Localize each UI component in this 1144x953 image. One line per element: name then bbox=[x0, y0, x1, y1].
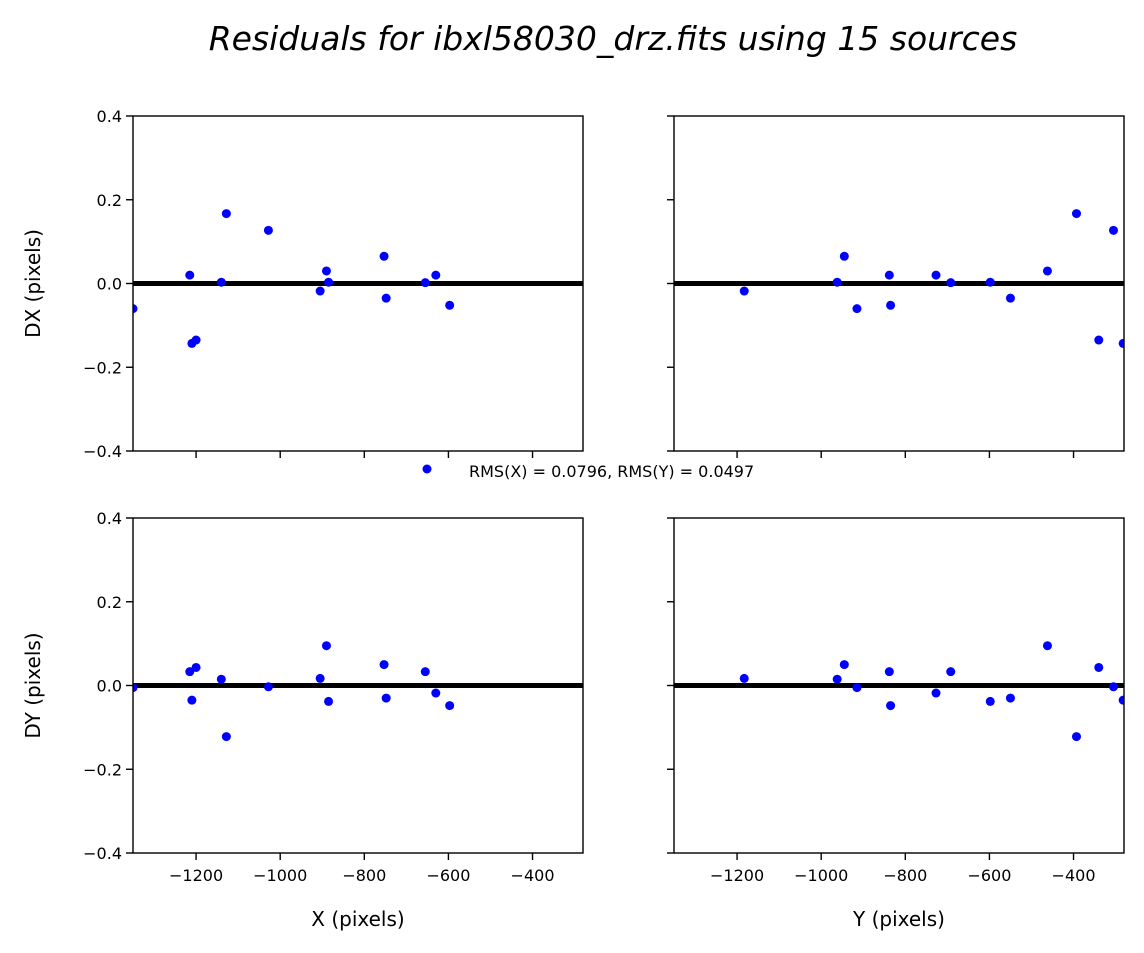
data-point bbox=[839, 251, 849, 261]
data-point bbox=[886, 701, 896, 711]
x-tick-label: −1200 bbox=[710, 866, 764, 885]
data-point bbox=[1005, 293, 1015, 303]
y-tick-label: 0.4 bbox=[97, 509, 122, 528]
x-axis-label: Y (pixels) bbox=[852, 907, 945, 931]
data-points bbox=[133, 641, 455, 742]
data-point bbox=[931, 270, 941, 280]
data-point bbox=[832, 674, 842, 684]
data-point bbox=[379, 251, 389, 261]
data-point bbox=[420, 667, 430, 677]
x-tick-label: −600 bbox=[967, 866, 1011, 885]
data-point bbox=[431, 270, 441, 280]
y-tick-label: 0.2 bbox=[97, 593, 122, 612]
x-tick-label: −400 bbox=[1052, 866, 1096, 885]
chart-title: Residuals for ibxl58030_drz.fits using 1… bbox=[209, 19, 1018, 58]
data-point bbox=[381, 293, 391, 303]
data-point bbox=[133, 683, 138, 693]
data-point bbox=[321, 641, 331, 651]
data-point bbox=[852, 304, 862, 314]
data-point bbox=[1094, 662, 1104, 672]
data-point bbox=[832, 277, 842, 287]
data-point bbox=[1118, 338, 1124, 348]
panel-dx-vs-y bbox=[667, 115, 1125, 458]
data-point bbox=[216, 674, 226, 684]
data-point bbox=[187, 695, 197, 705]
x-tick-label: −1200 bbox=[169, 866, 223, 885]
data-point bbox=[133, 304, 138, 314]
data-point bbox=[221, 209, 231, 219]
panels-group: −0.4 −0.2 0.0 0.2 0.4 DX (pixels) −1200 −1000 −8… bbox=[21, 107, 1125, 931]
legend: RMS(X) = 0.0796, RMS(Y) = 0.0497 bbox=[422, 462, 754, 481]
data-point bbox=[191, 335, 201, 345]
data-point bbox=[739, 673, 749, 683]
y-tick-label: −0.4 bbox=[83, 442, 122, 461]
x-tick-label: −400 bbox=[511, 866, 555, 885]
data-point bbox=[315, 673, 325, 683]
x-tick-label: −800 bbox=[342, 866, 386, 885]
data-point bbox=[1071, 732, 1081, 742]
y-axis-label: DX (pixels) bbox=[21, 229, 45, 338]
data-point bbox=[1042, 266, 1052, 276]
data-point bbox=[324, 696, 334, 706]
data-point bbox=[445, 701, 455, 711]
legend-label: RMS(X) = 0.0796, RMS(Y) = 0.0497 bbox=[469, 462, 754, 481]
data-point bbox=[381, 693, 391, 703]
data-point bbox=[1108, 225, 1118, 235]
data-point bbox=[985, 696, 995, 706]
y-tick-label: −0.4 bbox=[83, 844, 122, 863]
x-tick-label: −800 bbox=[883, 866, 927, 885]
y-tick-label: 0.4 bbox=[97, 107, 122, 126]
data-point bbox=[1118, 695, 1124, 705]
data-points bbox=[739, 641, 1124, 742]
data-point bbox=[263, 682, 273, 692]
panel-dy-vs-y: −1200 −1000 −800 −600 −400 Y (pixels) bbox=[667, 517, 1125, 931]
data-point bbox=[931, 688, 941, 698]
panel-dy-vs-x: −1200 −1000 −800 −600 −400 −0.4 −0.2 0.0 0.2 0.4 X… bbox=[21, 509, 584, 931]
y-tick-label: −0.2 bbox=[83, 358, 122, 377]
data-point bbox=[852, 683, 862, 693]
panel-dx-vs-x: −0.4 −0.2 0.0 0.2 0.4 DX (pixels) bbox=[21, 107, 584, 461]
data-point bbox=[315, 286, 325, 296]
data-point bbox=[884, 667, 894, 677]
y-tick-label: −0.2 bbox=[83, 760, 122, 779]
data-point bbox=[1071, 209, 1081, 219]
x-tick-label: −1000 bbox=[794, 866, 848, 885]
y-tick-label: 0.0 bbox=[97, 677, 122, 696]
x-tick-label: −1000 bbox=[253, 866, 307, 885]
data-point bbox=[221, 732, 231, 742]
x-tick-label: −600 bbox=[426, 866, 470, 885]
data-point bbox=[1108, 682, 1118, 692]
y-axis-label: DY (pixels) bbox=[21, 632, 45, 738]
data-point bbox=[324, 277, 334, 287]
data-point bbox=[739, 286, 749, 296]
y-tick-label: 0.2 bbox=[97, 191, 122, 210]
data-point bbox=[431, 688, 441, 698]
data-point bbox=[1005, 693, 1015, 703]
data-point bbox=[445, 300, 455, 310]
y-tick-label: 0.0 bbox=[97, 275, 122, 294]
data-points bbox=[133, 209, 455, 348]
data-point bbox=[379, 660, 389, 670]
data-point bbox=[420, 278, 430, 288]
data-point bbox=[216, 277, 226, 287]
data-point bbox=[839, 660, 849, 670]
data-point bbox=[263, 225, 273, 235]
data-point bbox=[985, 277, 995, 287]
data-point bbox=[1094, 335, 1104, 345]
data-point bbox=[946, 667, 956, 677]
x-axis-label: X (pixels) bbox=[311, 907, 404, 931]
data-points bbox=[739, 209, 1124, 348]
data-point bbox=[884, 270, 894, 280]
data-point bbox=[321, 266, 331, 276]
data-point bbox=[946, 278, 956, 288]
data-point bbox=[886, 300, 896, 310]
data-point bbox=[185, 270, 195, 280]
legend-marker bbox=[422, 464, 432, 474]
data-point bbox=[1042, 641, 1052, 651]
data-point bbox=[191, 662, 201, 672]
